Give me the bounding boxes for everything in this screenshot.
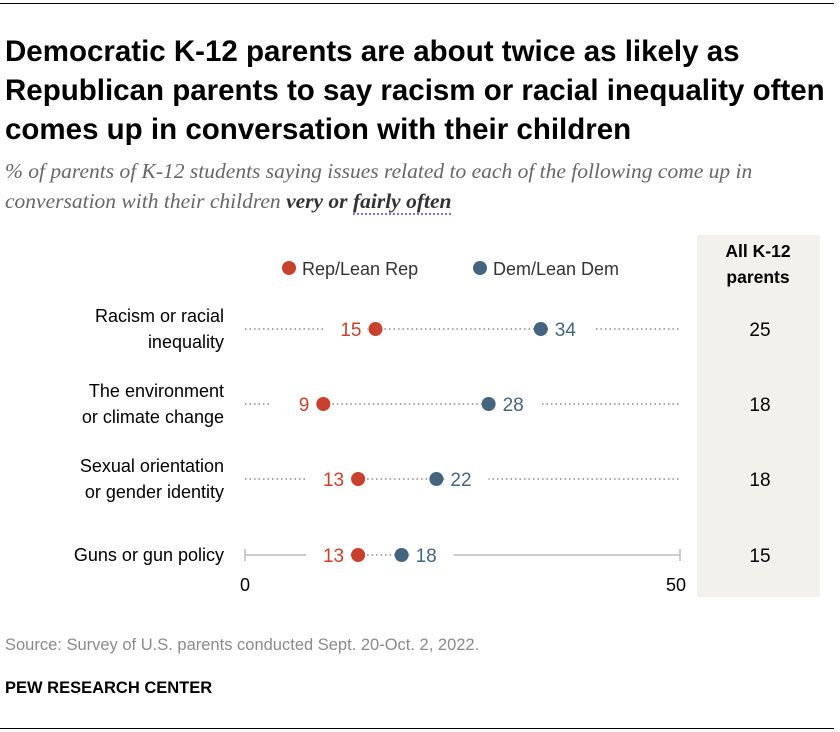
dem-value-label: 18	[416, 546, 437, 567]
x-tick-label: 0	[240, 575, 250, 595]
rep-label-bg	[271, 391, 316, 417]
totals-header-line: All K-12	[725, 241, 790, 261]
category-label: or gender identity	[85, 482, 224, 502]
total-value: 18	[749, 395, 770, 416]
legend-rep-marker	[282, 261, 296, 275]
legend-rep-label: Rep/Lean Rep	[302, 259, 418, 279]
rep-value-label: 13	[323, 546, 344, 567]
rep-dot	[351, 548, 366, 562]
subtitle-emphasis-term: fairly often	[352, 189, 452, 215]
rep-dot	[316, 397, 331, 411]
chart-subtitle: % of parents of K-12 students saying iss…	[5, 156, 825, 216]
bottom-rule	[0, 728, 834, 729]
x-tick-label: 50	[666, 575, 686, 595]
category-label: Racism or racial	[95, 306, 224, 326]
category-label: The environment	[89, 381, 224, 401]
rep-label-bg	[306, 542, 351, 568]
brand-label: PEW RESEARCH CENTER	[5, 679, 213, 697]
chart-title: Democratic K-12 parents are about twice …	[5, 35, 825, 146]
subtitle-text: % of parents of K-12 students saying iss…	[5, 159, 753, 213]
dem-dot	[394, 548, 409, 562]
dot-plot: All K-12 parents Rep/Lean Rep Dem/Lean Dem R…	[74, 235, 820, 597]
totals-panel	[697, 235, 820, 597]
top-rule	[0, 3, 834, 4]
legend-dem-label: Dem/Lean Dem	[493, 259, 619, 279]
dem-label-bg	[548, 316, 593, 342]
total-value: 25	[749, 320, 770, 341]
category-label: or climate change	[82, 407, 224, 427]
rep-value-label: 9	[299, 395, 310, 416]
dem-value-label: 28	[503, 395, 524, 416]
dem-label-bg	[409, 542, 454, 568]
dem-label-bg	[444, 466, 489, 492]
category-label: Sexual orientation	[80, 456, 224, 476]
rep-dot	[351, 472, 366, 486]
dem-dot	[429, 472, 444, 486]
dem-value-label: 22	[450, 470, 471, 491]
total-value: 18	[749, 470, 770, 491]
subtitle-emphasis: very or	[286, 189, 353, 213]
legend-dem-marker	[473, 261, 487, 275]
totals-header-line: parents	[726, 267, 789, 287]
total-value: 15	[749, 546, 770, 567]
rep-value-label: 15	[340, 320, 361, 341]
dem-dot	[533, 322, 548, 336]
rep-label-bg	[323, 316, 368, 342]
source-note: Source: Survey of U.S. parents conducted…	[5, 636, 480, 654]
category-label: Guns or gun policy	[74, 545, 224, 565]
rep-value-label: 13	[323, 470, 344, 491]
dem-dot	[481, 397, 496, 411]
dem-label-bg	[496, 391, 541, 417]
category-label: inequality	[148, 332, 224, 352]
rep-dot	[368, 322, 383, 336]
rep-label-bg	[306, 466, 351, 492]
dem-value-label: 34	[555, 320, 577, 341]
